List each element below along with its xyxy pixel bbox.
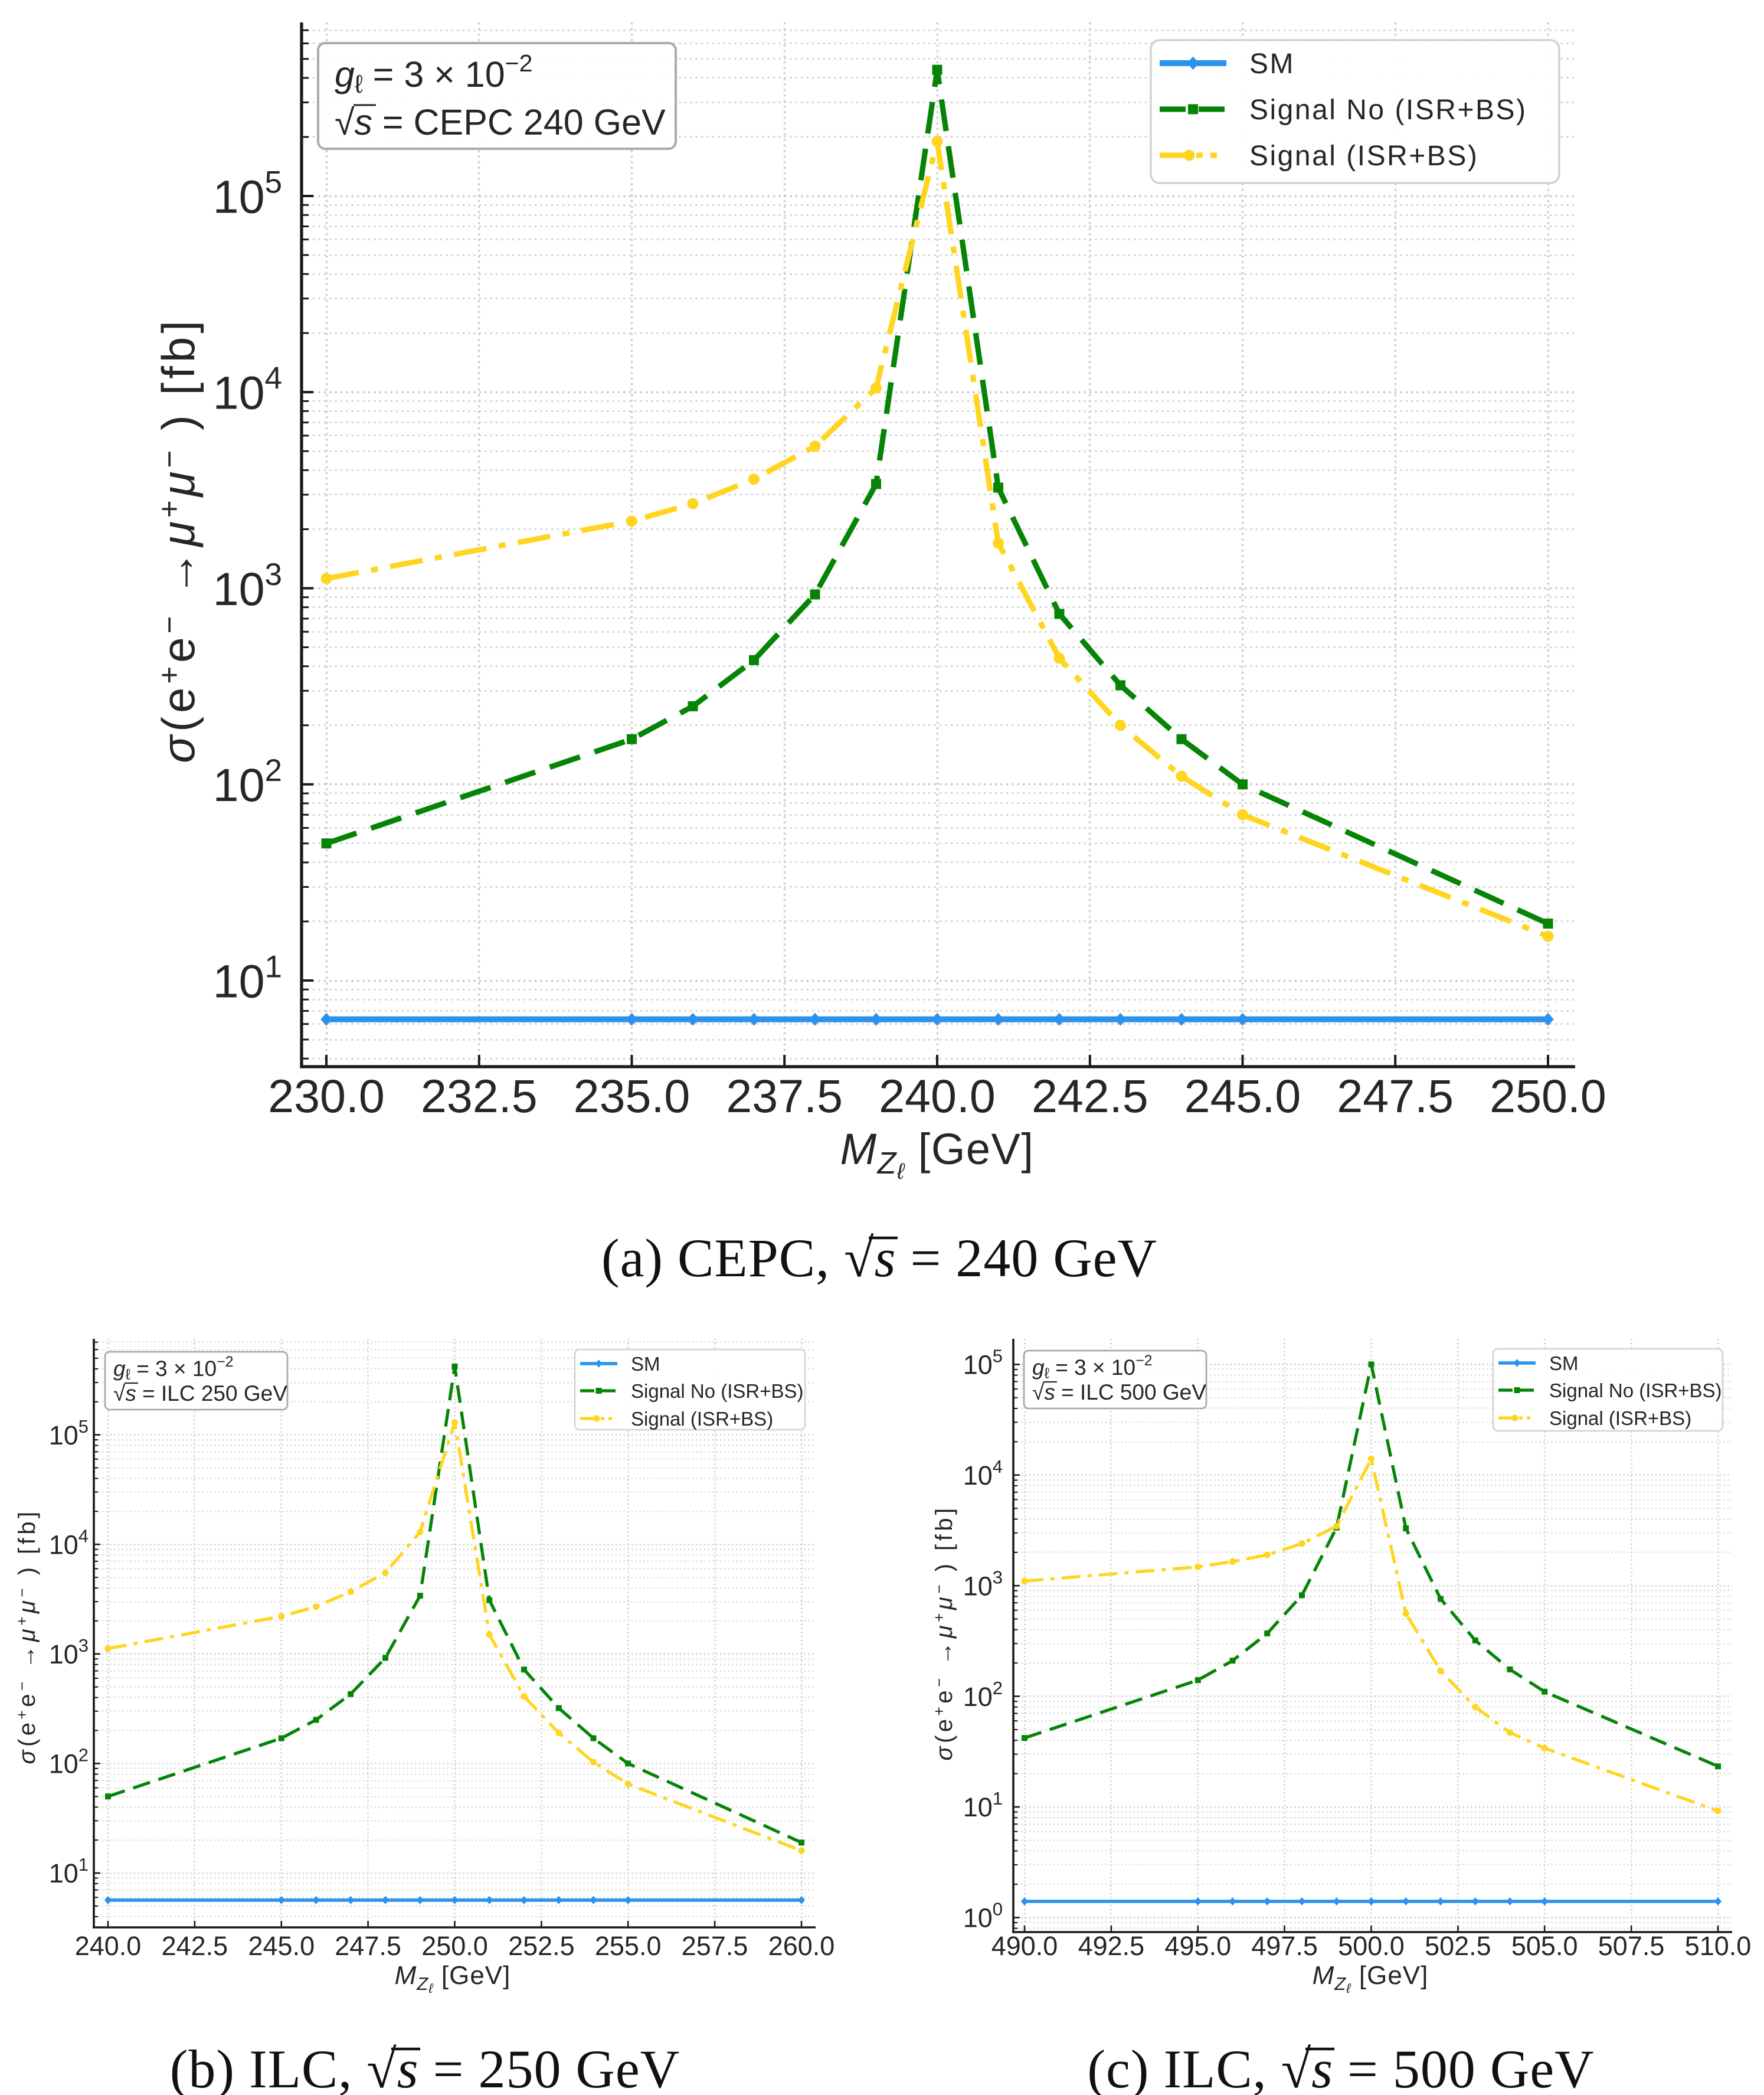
svg-text:507.5: 507.5 xyxy=(1598,1931,1665,1961)
svg-text:SM: SM xyxy=(631,1353,660,1375)
svg-text:232.5: 232.5 xyxy=(421,1070,538,1122)
svg-text:235.0: 235.0 xyxy=(574,1070,690,1122)
svg-text:247.5: 247.5 xyxy=(335,1931,401,1961)
svg-text:gℓ = 3 × 10−2: gℓ = 3 × 10−2 xyxy=(1032,1352,1153,1382)
svg-text:255.0: 255.0 xyxy=(595,1931,662,1961)
svg-text:247.5: 247.5 xyxy=(1337,1070,1454,1122)
svg-text:SM: SM xyxy=(1549,1352,1579,1374)
svg-text:237.5: 237.5 xyxy=(726,1070,843,1122)
svg-text:Signal (ISR+BS): Signal (ISR+BS) xyxy=(1549,1407,1691,1429)
svg-text:252.5: 252.5 xyxy=(508,1931,575,1961)
svg-text:230.0: 230.0 xyxy=(268,1070,385,1122)
svg-text:√s = ILC 250 GeV: √s = ILC 250 GeV xyxy=(113,1381,287,1406)
svg-text:260.0: 260.0 xyxy=(768,1931,835,1961)
svg-text:Signal No (ISR+BS): Signal No (ISR+BS) xyxy=(631,1380,804,1402)
svg-text:497.5: 497.5 xyxy=(1251,1931,1318,1961)
svg-text:242.5: 242.5 xyxy=(1032,1070,1148,1122)
svg-text:250.0: 250.0 xyxy=(1490,1070,1606,1122)
svg-text:245.0: 245.0 xyxy=(1184,1070,1301,1122)
svg-text:gℓ = 3 × 10−2: gℓ = 3 × 10−2 xyxy=(335,50,532,99)
svg-text:gℓ = 3 × 10−2: gℓ = 3 × 10−2 xyxy=(113,1354,234,1383)
svg-text:505.0: 505.0 xyxy=(1511,1931,1578,1961)
svg-text:σ(e+e− →μ+μ− ) [fb]: σ(e+e− →μ+μ− ) [fb] xyxy=(13,1508,40,1764)
svg-text:495.0: 495.0 xyxy=(1164,1931,1231,1961)
svg-text:101: 101 xyxy=(49,1854,89,1888)
svg-text:510.0: 510.0 xyxy=(1685,1931,1752,1961)
svg-text:103: 103 xyxy=(963,1567,1003,1601)
svg-text:√s = CEPC 240 GeV: √s = CEPC 240 GeV xyxy=(335,102,666,142)
svg-text:MZℓ [GeV]: MZℓ [GeV] xyxy=(395,1961,511,1996)
svg-text:490.0: 490.0 xyxy=(991,1931,1058,1961)
svg-text:(c) ILC, √s = 500 GeV: (c) ILC, √s = 500 GeV xyxy=(1087,2039,1594,2095)
svg-text:σ(e+e− →μ+μ− ) [fb]: σ(e+e− →μ+μ− ) [fb] xyxy=(930,1505,957,1760)
svg-text:240.0: 240.0 xyxy=(75,1931,142,1961)
svg-text:MZℓ [GeV]: MZℓ [GeV] xyxy=(840,1125,1035,1184)
svg-text:257.5: 257.5 xyxy=(682,1931,748,1961)
svg-text:105: 105 xyxy=(49,1416,89,1450)
svg-text:Signal (ISR+BS): Signal (ISR+BS) xyxy=(631,1408,773,1430)
svg-text:502.5: 502.5 xyxy=(1425,1931,1491,1961)
svg-text:104: 104 xyxy=(213,361,282,419)
svg-text:(b) ILC, √s = 250 GeV: (b) ILC, √s = 250 GeV xyxy=(170,2039,680,2095)
svg-text:245.0: 245.0 xyxy=(248,1931,315,1961)
svg-text:MZℓ [GeV]: MZℓ [GeV] xyxy=(1313,1961,1429,1996)
svg-text:500.0: 500.0 xyxy=(1338,1931,1405,1961)
svg-text:240.0: 240.0 xyxy=(879,1070,996,1122)
svg-text:Signal No (ISR+BS): Signal No (ISR+BS) xyxy=(1549,1380,1722,1401)
svg-text:√s = ILC 500 GeV: √s = ILC 500 GeV xyxy=(1032,1380,1206,1404)
svg-text:250.0: 250.0 xyxy=(421,1931,488,1961)
svg-text:SM: SM xyxy=(1249,48,1295,80)
svg-text:492.5: 492.5 xyxy=(1078,1931,1145,1961)
svg-text:Signal No (ISR+BS): Signal No (ISR+BS) xyxy=(1249,94,1527,126)
svg-text:242.5: 242.5 xyxy=(162,1931,228,1961)
svg-text:σ(e+e− →μ+μ− ) [fb]: σ(e+e− →μ+μ− ) [fb] xyxy=(152,317,204,763)
svg-text:101: 101 xyxy=(963,1788,1003,1822)
svg-text:Signal (ISR+BS): Signal (ISR+BS) xyxy=(1249,140,1478,172)
